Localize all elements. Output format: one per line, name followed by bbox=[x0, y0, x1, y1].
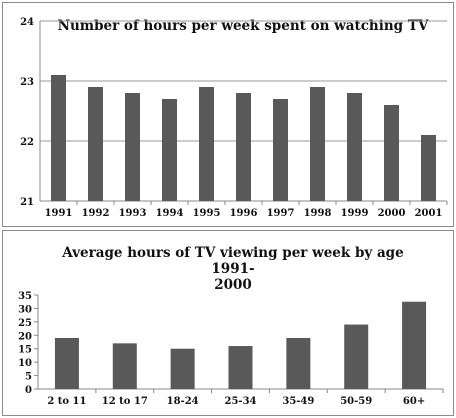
x-tick-label: 1993 bbox=[119, 208, 147, 219]
y-tick-label: 24 bbox=[20, 17, 34, 28]
x-tick-label: 1998 bbox=[304, 208, 332, 219]
bar bbox=[384, 105, 399, 201]
bar bbox=[236, 93, 251, 201]
bar bbox=[421, 135, 436, 201]
y-tick-label: 25 bbox=[18, 318, 32, 329]
chart-panel-by-age: Average hours of TV viewing per week by … bbox=[2, 230, 454, 416]
y-tick-label: 35 bbox=[18, 291, 32, 302]
x-tick-label: 60+ bbox=[403, 396, 425, 407]
chart-title: Number of hours per week spent on watchi… bbox=[57, 18, 429, 34]
x-tick-label: 50-59 bbox=[340, 396, 372, 407]
bar bbox=[344, 324, 369, 389]
bar bbox=[199, 87, 214, 201]
x-tick-label: 1992 bbox=[82, 208, 110, 219]
bar bbox=[51, 75, 66, 201]
y-tick-label: 22 bbox=[20, 137, 34, 148]
chart-yearly-hours: 21 22 23 24 1991 1992 1993 1994 1995 1996 1997 1998… bbox=[20, 17, 448, 219]
x-tick-label: 1991 bbox=[45, 208, 73, 219]
bar bbox=[228, 346, 253, 389]
x-tick-label: 1996 bbox=[230, 208, 258, 219]
x-tick-label: 1995 bbox=[193, 208, 221, 219]
x-tick-label: 1994 bbox=[156, 208, 184, 219]
y-tick-label: 10 bbox=[18, 358, 32, 369]
x-tick-label: 1999 bbox=[341, 208, 369, 219]
x-tick-label: 2000 bbox=[378, 208, 406, 219]
y-tick-label: 23 bbox=[20, 77, 34, 88]
x-tick-label: 35-49 bbox=[282, 396, 314, 407]
bar bbox=[273, 99, 288, 201]
bar bbox=[125, 93, 140, 201]
bar bbox=[54, 337, 79, 389]
chart-title-line-1: Average hours of TV viewing per week by … bbox=[62, 245, 404, 277]
bar bbox=[112, 343, 137, 389]
y-tick-label: 30 bbox=[18, 304, 32, 315]
bar bbox=[162, 99, 177, 201]
x-tick-label: 2001 bbox=[415, 208, 443, 219]
bar bbox=[88, 87, 103, 201]
y-tick-label: 0 bbox=[25, 385, 32, 396]
y-tick-label: 5 bbox=[25, 372, 32, 383]
bar bbox=[286, 337, 311, 389]
y-tick-label: 15 bbox=[18, 345, 32, 356]
bar bbox=[170, 348, 195, 389]
chart-panel-yearly: Number of hours per week spent on watchi… bbox=[2, 2, 454, 227]
bar bbox=[347, 93, 362, 201]
chart-title: Average hours of TV viewing per week by … bbox=[43, 245, 423, 293]
x-tick-label: 18-24 bbox=[167, 396, 199, 407]
x-tick-label: 2 to 11 bbox=[47, 396, 86, 407]
bar bbox=[402, 301, 427, 389]
chart-title-line-2: 2000 bbox=[214, 277, 252, 293]
x-tick-label: 25-34 bbox=[225, 396, 257, 407]
y-tick-label: 20 bbox=[18, 331, 32, 342]
y-tick-label: 21 bbox=[20, 197, 34, 208]
x-tick-label: 12 to 17 bbox=[102, 396, 148, 407]
bar bbox=[310, 87, 325, 201]
chart-age-hours: 0 5 10 15 20 25 30 35 2 to 11 12 to 17 18-24 25-34 3… bbox=[18, 291, 444, 407]
x-tick-label: 1997 bbox=[267, 208, 295, 219]
